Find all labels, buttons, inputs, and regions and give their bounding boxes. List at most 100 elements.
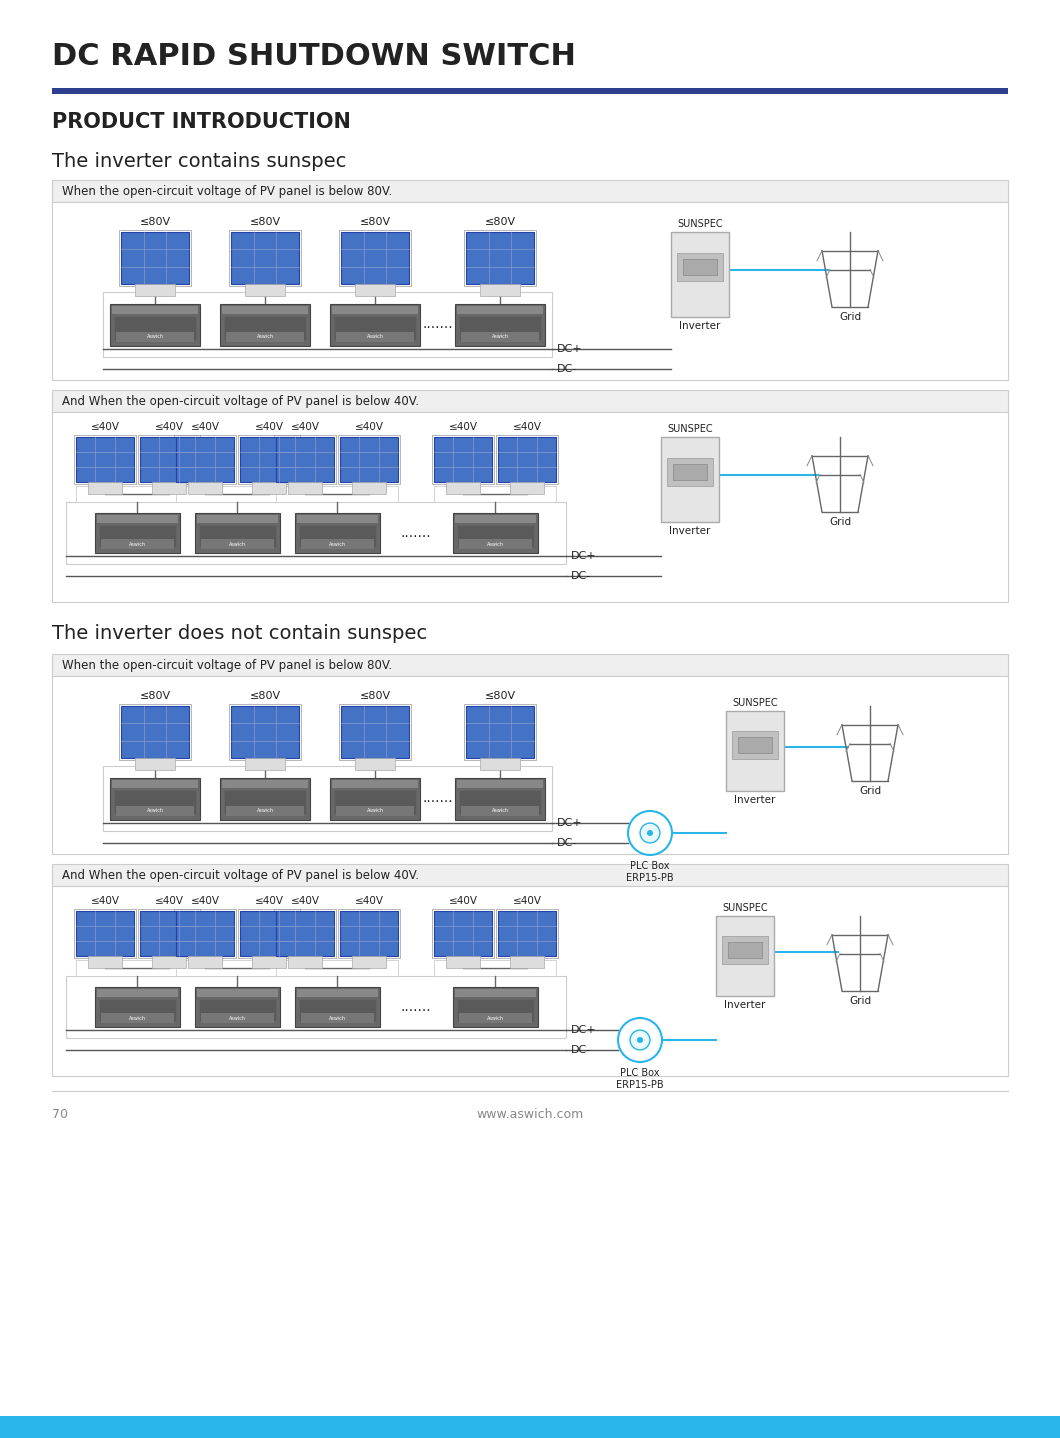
Bar: [287, 956, 322, 968]
Bar: [667, 459, 713, 486]
Text: ≤40V: ≤40V: [90, 421, 120, 431]
Bar: [135, 758, 175, 769]
Bar: [226, 332, 304, 341]
Bar: [176, 437, 234, 482]
Text: ≤40V: ≤40V: [155, 896, 183, 906]
Bar: [479, 758, 520, 769]
Bar: [457, 999, 533, 1021]
Text: Aswich: Aswich: [487, 542, 504, 546]
Text: ≤40V: ≤40V: [354, 421, 384, 431]
Bar: [116, 805, 194, 815]
Bar: [119, 705, 191, 761]
Text: .......: .......: [401, 999, 431, 1014]
Circle shape: [640, 823, 660, 843]
Bar: [459, 315, 541, 339]
Bar: [224, 789, 306, 814]
Bar: [198, 525, 276, 546]
Bar: [732, 731, 778, 759]
Text: Aswich: Aswich: [492, 334, 509, 339]
Bar: [240, 437, 298, 482]
Bar: [66, 976, 566, 1038]
Bar: [52, 676, 1008, 854]
Bar: [498, 912, 556, 956]
Bar: [94, 513, 179, 554]
Bar: [52, 413, 1008, 603]
Bar: [352, 956, 387, 968]
Bar: [498, 437, 556, 482]
Text: .......: .......: [401, 526, 431, 541]
Bar: [238, 436, 300, 485]
Bar: [273, 909, 336, 958]
Text: When the open-circuit voltage of PV panel is below 80V.: When the open-circuit voltage of PV pane…: [61, 184, 392, 197]
Text: .......: .......: [422, 791, 453, 805]
Bar: [231, 232, 299, 283]
Text: ≤40V: ≤40V: [448, 896, 477, 906]
Bar: [88, 482, 122, 495]
Bar: [251, 482, 286, 495]
Bar: [338, 909, 400, 958]
Text: Grid: Grid: [838, 312, 861, 322]
Bar: [683, 259, 717, 275]
Bar: [466, 706, 534, 758]
Text: DC-: DC-: [571, 571, 591, 581]
Bar: [226, 805, 304, 815]
Bar: [330, 778, 420, 820]
Circle shape: [628, 811, 672, 856]
Text: ≤80V: ≤80V: [359, 692, 390, 700]
Bar: [251, 956, 286, 968]
Bar: [138, 909, 200, 958]
Bar: [276, 486, 398, 502]
Bar: [52, 654, 1008, 676]
Bar: [52, 864, 1008, 886]
Bar: [716, 916, 774, 997]
Bar: [459, 1012, 531, 1022]
Text: DC+: DC+: [556, 818, 583, 828]
Bar: [99, 999, 176, 1021]
Text: DC RAPID SHUTDOWN SWITCH: DC RAPID SHUTDOWN SWITCH: [52, 42, 576, 70]
Text: Grid: Grid: [829, 518, 851, 526]
Text: ≤80V: ≤80V: [484, 217, 515, 227]
Bar: [74, 909, 136, 958]
Bar: [432, 436, 494, 485]
Bar: [466, 232, 534, 283]
Bar: [661, 437, 719, 522]
Text: ≤40V: ≤40V: [290, 421, 319, 431]
Bar: [103, 766, 552, 831]
Text: ≤40V: ≤40V: [191, 896, 219, 906]
Bar: [119, 230, 191, 286]
Bar: [339, 230, 411, 286]
Bar: [176, 486, 298, 502]
Bar: [76, 961, 198, 976]
Text: DC+: DC+: [571, 551, 597, 561]
Bar: [297, 515, 377, 523]
Bar: [738, 738, 772, 754]
Bar: [510, 956, 545, 968]
Bar: [121, 232, 189, 283]
Bar: [0, 1416, 1060, 1438]
Text: SUNSPEC: SUNSPEC: [677, 219, 723, 229]
Bar: [726, 710, 784, 791]
Bar: [112, 779, 198, 788]
Bar: [340, 912, 398, 956]
Bar: [299, 525, 375, 546]
Bar: [496, 436, 558, 485]
Bar: [196, 515, 278, 523]
Bar: [238, 909, 300, 958]
Bar: [176, 912, 234, 956]
Bar: [198, 999, 276, 1021]
Bar: [174, 909, 236, 958]
Text: SUNSPEC: SUNSPEC: [667, 424, 712, 434]
Text: Aswich: Aswich: [257, 808, 273, 812]
Bar: [722, 936, 768, 963]
Bar: [300, 539, 373, 549]
Bar: [457, 305, 543, 313]
Bar: [140, 912, 198, 956]
Text: ≤80V: ≤80V: [140, 692, 171, 700]
Text: When the open-circuit voltage of PV panel is below 80V.: When the open-circuit voltage of PV pane…: [61, 659, 392, 672]
Text: And When the open-circuit voltage of PV panel is below 40V.: And When the open-circuit voltage of PV …: [61, 869, 419, 881]
Bar: [114, 789, 196, 814]
Bar: [510, 482, 545, 495]
Bar: [52, 180, 1008, 201]
Text: .......: .......: [422, 318, 453, 332]
Text: Inverter: Inverter: [679, 321, 721, 331]
